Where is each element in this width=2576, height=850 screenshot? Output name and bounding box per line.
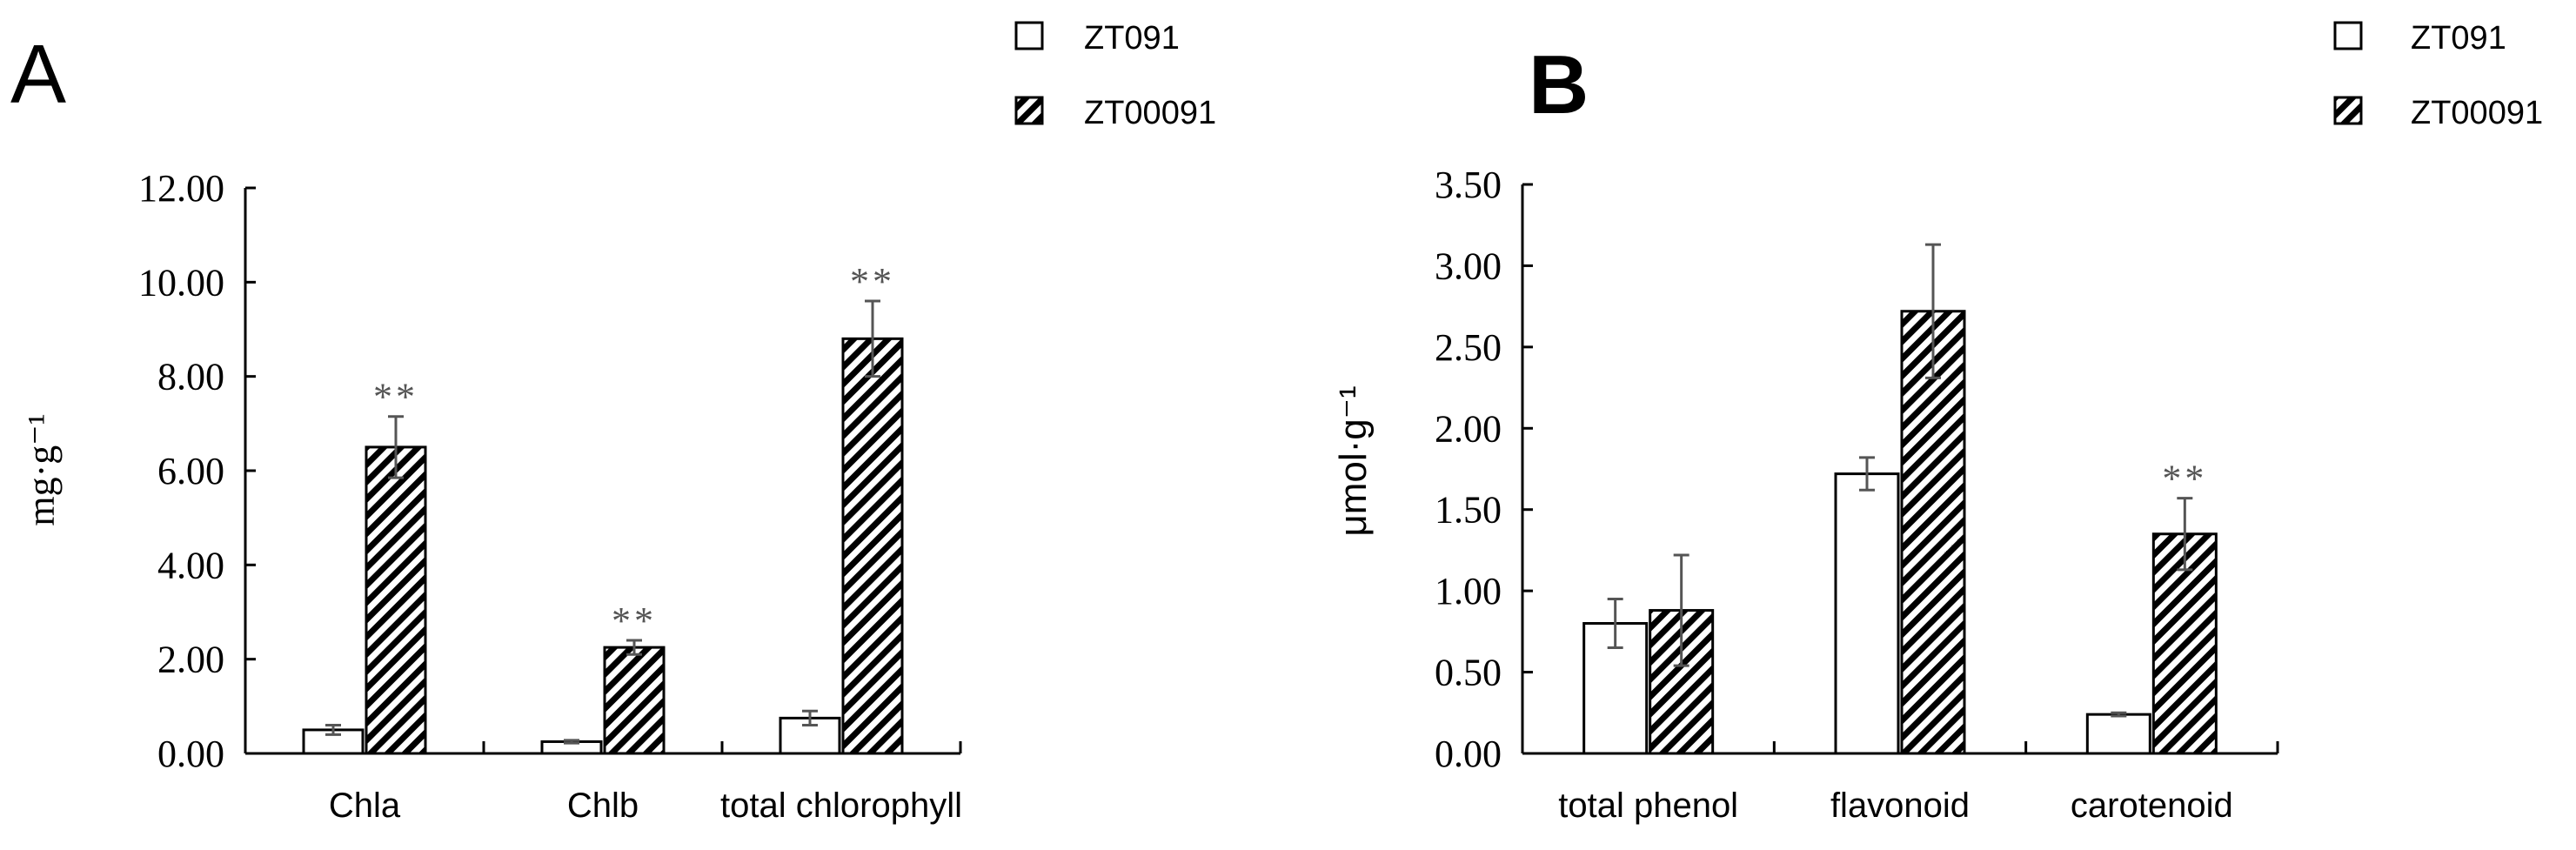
y-tick-label: 3.00: [1435, 244, 1502, 287]
legend-b-swatch-open: [2333, 21, 2363, 50]
legend-a: ZT091 ZT00091: [1014, 20, 1216, 131]
legend-a-swatch-hatched: [1014, 96, 1044, 125]
y-tick-label: 0.50: [1435, 652, 1502, 694]
legend-a-label-1: ZT00091: [1084, 95, 1216, 131]
y-axis-label-b: μmol·g⁻¹: [1332, 385, 1375, 536]
y-tick-label: 0.00: [157, 733, 224, 775]
y-tick-label: 1.00: [1435, 570, 1502, 612]
bar-hatched: [365, 445, 427, 755]
y-tick-label: 0.00: [1435, 733, 1502, 775]
x-category-label: total chlorophyll: [720, 786, 962, 825]
y-axis-label-a: mg·g⁻¹: [20, 413, 63, 525]
x-category-label: total phenol: [1558, 786, 1738, 825]
y-tick-label: 2.50: [1435, 326, 1502, 369]
legend-a-swatch-open: [1014, 21, 1044, 50]
bar-open: [1834, 472, 1900, 755]
y-tick-label: 8.00: [157, 356, 224, 398]
x-category-label: carotenoid: [2071, 786, 2233, 825]
y-tick-label: 4.00: [157, 544, 224, 586]
y-tick-label: 6.00: [157, 450, 224, 492]
bar-hatched: [841, 337, 904, 755]
bar-hatched: [603, 646, 666, 755]
x-category-label: flavonoid: [1830, 786, 1970, 825]
y-tick-label: 2.00: [157, 639, 224, 681]
legend-a-label-0: ZT091: [1084, 20, 1180, 57]
bar-open: [2085, 713, 2151, 755]
panel-a: A ZT091 ZT00091 mg·g⁻¹ 0.00 2.00 4.00 6.00 8…: [10, 20, 1216, 825]
significance-marker: **: [850, 260, 895, 303]
plot-a: 0.00 2.00 4.00 6.00 8.00 10.00 12.00 Chla Chlb to…: [138, 167, 962, 825]
legend-b-label-0: ZT091: [2411, 20, 2506, 57]
significance-marker: **: [373, 376, 418, 418]
significance-marker: **: [612, 599, 657, 642]
panel-b: B ZT091 ZT00091 μmol·g⁻¹ 0.00 0.50 1.00 1.5…: [1332, 20, 2543, 825]
y-tick-label: 2.00: [1435, 407, 1502, 450]
y-tick-label: 3.50: [1435, 164, 1502, 206]
legend-b: ZT091 ZT00091: [2333, 20, 2543, 131]
panel-label-b: B: [1529, 38, 1589, 131]
x-category-label: Chlb: [567, 786, 639, 825]
x-category-label: Chla: [329, 786, 401, 825]
legend-b-swatch-hatched: [2333, 96, 2363, 125]
plot-b: 0.00 0.50 1.00 1.50 2.00 2.50 3.00 3.50 total ph…: [1435, 164, 2279, 825]
panel-label-a: A: [10, 28, 66, 121]
y-tick-label: 1.50: [1435, 489, 1502, 532]
y-tick-label: 10.00: [138, 261, 224, 304]
legend-b-label-1: ZT00091: [2411, 95, 2543, 131]
y-tick-label: 12.00: [138, 167, 224, 210]
significance-marker: **: [2162, 458, 2207, 500]
